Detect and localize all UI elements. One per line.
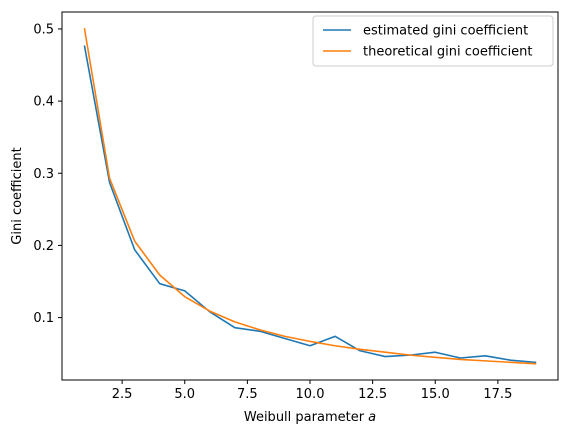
legend-entry-label: estimated gini coefficient [363, 24, 528, 39]
y-tick-label: 0.4 [33, 95, 54, 110]
axis-layer: 2.5 5.0 7.5 10.0 12.5 15.0 17.5 0.1 0.2 0.3 0.4 0.5 [33, 22, 512, 402]
x-tick-label: 15.0 [421, 387, 450, 402]
y-tick-label: 0.2 [33, 239, 54, 254]
x-axis-label-main: Weibull parameter [244, 410, 368, 425]
plot-area [62, 12, 558, 380]
legend-entry-label: theoretical gini coefficient [363, 45, 533, 60]
plot-frame [61, 11, 559, 381]
y-tick-label: 0.1 [33, 311, 54, 326]
x-tick-label: 10.0 [296, 387, 325, 402]
legend: estimated gini coefficient theoretical gi… [312, 15, 554, 67]
legend-box [312, 15, 554, 67]
x-tick-label: 17.5 [483, 387, 512, 402]
series-line-estimated [83, 45, 537, 364]
x-axis-label-math: a [368, 410, 376, 425]
x-tick-label: 5.0 [174, 387, 195, 402]
x-axis-label: Weibull parameter a [244, 410, 376, 425]
series-layer [83, 28, 537, 365]
y-tick-label: 0.3 [33, 167, 54, 182]
y-tick-label: 0.5 [33, 22, 54, 37]
x-tick-label: 2.5 [112, 387, 133, 402]
series-line-theoretical [83, 28, 537, 365]
x-tick-label: 7.5 [237, 387, 258, 402]
y-axis-label: Gini coefficient [10, 147, 25, 244]
x-tick-label: 12.5 [358, 387, 387, 402]
